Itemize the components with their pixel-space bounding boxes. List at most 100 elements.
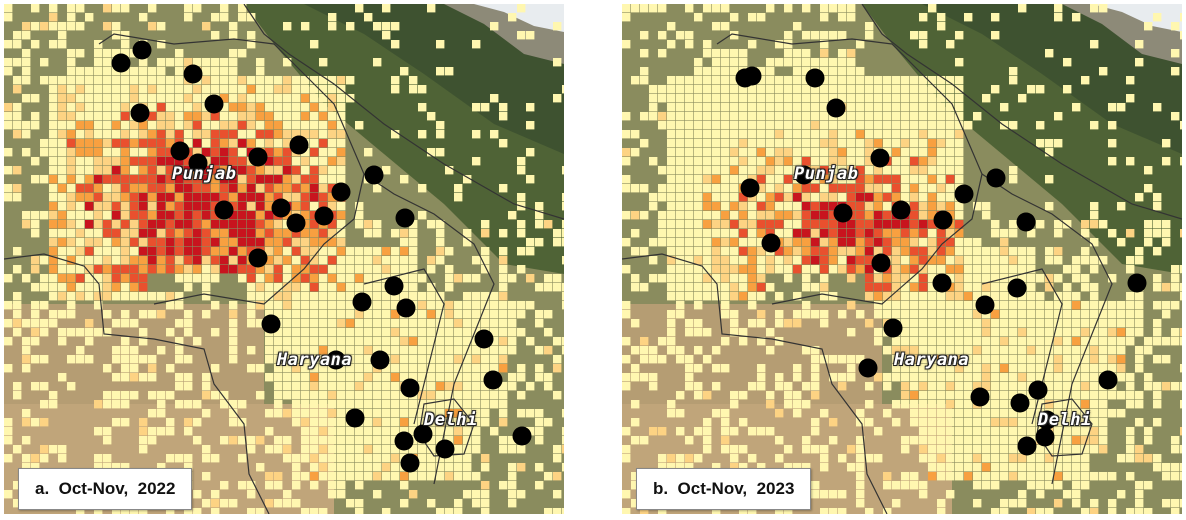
- grid-cell: [883, 373, 892, 382]
- grid-cell: [892, 157, 901, 166]
- grid-cell: [1036, 508, 1045, 514]
- grid-cell: [490, 400, 499, 409]
- grid-cell: [517, 4, 526, 13]
- grid-cell: [658, 85, 667, 94]
- grid-cell: [937, 454, 946, 463]
- grid-cell: [847, 49, 856, 58]
- grid-cell: [445, 346, 454, 355]
- grid-cell: [1009, 256, 1018, 265]
- grid-cell: [166, 193, 175, 202]
- grid-cell: [508, 13, 517, 22]
- grid-cell: [31, 121, 40, 130]
- grid-cell: [928, 238, 937, 247]
- grid-cell: [1153, 337, 1162, 346]
- grid-cell: [919, 220, 928, 229]
- grid-cell: [13, 328, 22, 337]
- grid-cell: [766, 427, 775, 436]
- grid-cell: [919, 130, 928, 139]
- grid-cell: [400, 481, 409, 490]
- grid-cell: [301, 454, 310, 463]
- grid-cell: [247, 103, 256, 112]
- grid-cell: [364, 427, 373, 436]
- grid-cell: [820, 274, 829, 283]
- grid-cell: [31, 463, 40, 472]
- grid-cell: [391, 463, 400, 472]
- grid-cell: [355, 391, 364, 400]
- grid-cell: [355, 355, 364, 364]
- grid-cell: [76, 193, 85, 202]
- grid-cell: [1000, 436, 1009, 445]
- grid-cell: [649, 103, 658, 112]
- grid-cell: [139, 508, 148, 514]
- grid-cell: [256, 121, 265, 130]
- grid-cell: [562, 346, 564, 355]
- grid-cell: [1153, 400, 1162, 409]
- grid-cell: [1018, 418, 1027, 427]
- grid-cell: [667, 22, 676, 31]
- grid-cell: [829, 58, 838, 67]
- grid-cell: [472, 373, 481, 382]
- grid-cell: [694, 166, 703, 175]
- grid-cell: [445, 337, 454, 346]
- grid-cell: [1090, 436, 1099, 445]
- grid-cell: [802, 85, 811, 94]
- grid-cell: [148, 175, 157, 184]
- grid-cell: [121, 130, 130, 139]
- grid-cell: [775, 409, 784, 418]
- grid-cell: [1027, 418, 1036, 427]
- grid-cell: [202, 148, 211, 157]
- grid-cell: [766, 130, 775, 139]
- grid-cell: [667, 328, 676, 337]
- grid-cell: [847, 265, 856, 274]
- grid-cell: [685, 193, 694, 202]
- grid-cell: [991, 13, 1000, 22]
- grid-cell: [982, 445, 991, 454]
- grid-cell: [382, 463, 391, 472]
- grid-cell: [67, 67, 76, 76]
- grid-cell: [928, 373, 937, 382]
- grid-cell: [247, 301, 256, 310]
- grid-cell: [265, 355, 274, 364]
- grid-cell: [1144, 481, 1153, 490]
- grid-cell: [856, 166, 865, 175]
- grid-cell: [1027, 472, 1036, 481]
- grid-cell: [1036, 454, 1045, 463]
- grid-cell: [991, 229, 1000, 238]
- grid-cell: [1108, 328, 1117, 337]
- grid-cell: [964, 382, 973, 391]
- grid-cell: [103, 265, 112, 274]
- grid-cell: [85, 274, 94, 283]
- grid-cell: [139, 427, 148, 436]
- grid-cell: [454, 319, 463, 328]
- grid-cell: [328, 76, 337, 85]
- grid-cell: [991, 409, 1000, 418]
- grid-cell: [1135, 319, 1144, 328]
- grid-cell: [346, 337, 355, 346]
- grid-cell: [283, 355, 292, 364]
- grid-cell: [544, 274, 553, 283]
- grid-cell: [739, 148, 748, 157]
- grid-cell: [436, 463, 445, 472]
- grid-cell: [94, 301, 103, 310]
- grid-cell: [274, 373, 283, 382]
- grid-cell: [121, 346, 130, 355]
- grid-cell: [928, 391, 937, 400]
- grid-cell: [919, 400, 928, 409]
- grid-cell: [784, 175, 793, 184]
- grid-cell: [67, 256, 76, 265]
- grid-cell: [811, 175, 820, 184]
- grid-cell: [901, 229, 910, 238]
- grid-cell: [76, 94, 85, 103]
- grid-cell: [175, 202, 184, 211]
- grid-cell: [658, 454, 667, 463]
- grid-cell: [631, 184, 640, 193]
- himalaya-forest: [922, 4, 1182, 154]
- grid-cell: [883, 130, 892, 139]
- grid-cell: [31, 337, 40, 346]
- grid-cell: [973, 202, 982, 211]
- grid-cell: [757, 13, 766, 22]
- grid-cell: [301, 418, 310, 427]
- grid-cell: [730, 193, 739, 202]
- grid-cell: [490, 130, 499, 139]
- grid-cell: [436, 229, 445, 238]
